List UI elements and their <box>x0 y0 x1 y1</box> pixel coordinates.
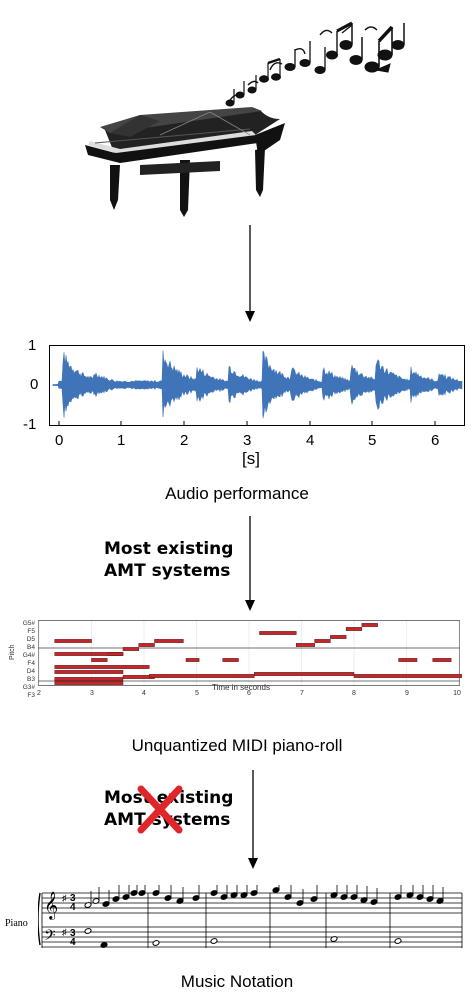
midi-note <box>254 672 355 676</box>
music-score: 𝄞 𝄢 ♯ ♯ 34 34 <box>38 885 463 948</box>
x-tick-5: 5 <box>368 432 377 449</box>
instrument-label: Piano <box>5 918 28 929</box>
y-tick-0: 0 <box>30 376 39 393</box>
note-head <box>330 936 338 942</box>
note-head <box>100 942 108 948</box>
note-head <box>394 938 402 944</box>
sharp-icon: ♯ <box>62 893 67 903</box>
note-head <box>152 940 160 946</box>
caption-music-notation: Music Notation <box>180 972 294 991</box>
brace <box>38 892 41 946</box>
svg-text:9: 9 <box>405 690 409 697</box>
midi-note <box>91 658 108 662</box>
midi-note <box>259 631 297 635</box>
piano-roll-notes <box>54 623 462 685</box>
midi-note <box>296 643 315 647</box>
caption-pianoroll: Unquantized MIDI piano-roll <box>131 736 343 755</box>
pitch-tick: G4# <box>23 652 36 659</box>
midi-note <box>398 658 418 662</box>
svg-text:3: 3 <box>70 928 76 939</box>
pitch-tick: D5 <box>27 636 36 643</box>
pitch-tick: B3 <box>27 676 35 683</box>
svg-text:10: 10 <box>453 690 461 697</box>
pitch-tick: F4 <box>27 660 35 667</box>
caption-audio-performance: Audio performance <box>165 484 309 503</box>
svg-text:2: 2 <box>37 690 41 697</box>
time-axis-label: Time in seconds <box>212 683 270 692</box>
pitch-tick: F5 <box>27 628 35 635</box>
note-most-existing-amt: Most existing AMT systems <box>104 538 233 582</box>
svg-text:3: 3 <box>70 893 76 904</box>
sharp-icon: ♯ <box>62 927 67 937</box>
y-tick-neg1: -1 <box>23 416 37 433</box>
midi-note <box>138 643 155 647</box>
pitch-tick: G3# <box>23 684 36 691</box>
bass-clef-icon: 𝄢 <box>44 927 56 947</box>
x-tick-6: 6 <box>431 432 440 449</box>
waveform-trace <box>52 350 463 419</box>
x-tick-3: 3 <box>243 432 252 449</box>
pitch-tick: B4 <box>27 644 35 651</box>
midi-note <box>54 639 92 643</box>
midi-note <box>185 658 200 662</box>
waveform-plot <box>49 345 465 426</box>
midi-note <box>54 670 124 674</box>
time-tick-labels: 2 3 4 5 6 7 8 9 10 <box>37 690 461 697</box>
midi-note <box>154 639 184 643</box>
note-line-1: Most existing <box>104 539 234 559</box>
x-tick-4: 4 <box>306 432 315 449</box>
midi-note <box>222 658 239 662</box>
time-signature: 34 34 <box>70 893 76 948</box>
pitch-axis-label: Pitch <box>9 644 16 660</box>
svg-text:3: 3 <box>90 690 94 697</box>
arrow-down-1 <box>245 225 255 322</box>
svg-text:7: 7 <box>300 690 304 697</box>
note-line-2: AMT systems <box>104 561 231 581</box>
midi-note <box>54 677 124 681</box>
midi-note <box>330 635 347 639</box>
y-tick-1: 1 <box>28 337 37 354</box>
pitch-tick: G5# <box>23 620 36 627</box>
midi-note <box>54 665 150 669</box>
midi-note <box>432 658 452 662</box>
midi-note <box>54 652 124 656</box>
music-notes-icon <box>225 21 405 107</box>
midi-note <box>345 627 363 631</box>
midi-note <box>149 674 255 678</box>
x-tick-1: 1 <box>117 432 126 449</box>
svg-text:8: 8 <box>352 690 356 697</box>
pitch-tick-labels: G5# F5 D5 B4 G4# F4 D4 B3 G3# F3 <box>23 620 36 699</box>
svg-text:6: 6 <box>247 690 251 697</box>
piano-roll: G5# F5 D5 B4 G4# F4 D4 B3 G3# F3 Pitch 2… <box>9 620 462 699</box>
svg-text:5: 5 <box>195 690 199 697</box>
barlines <box>41 893 463 948</box>
note-head <box>210 938 218 944</box>
arrow-down-3 <box>248 770 258 869</box>
note-head <box>84 928 92 934</box>
svg-text:4: 4 <box>70 902 76 913</box>
x-tick-2: 2 <box>180 432 189 449</box>
x-tick-0: 0 <box>55 432 64 449</box>
pitch-tick: D4 <box>27 668 36 675</box>
midi-note <box>54 681 124 685</box>
svg-text:4: 4 <box>142 690 146 697</box>
svg-text:4: 4 <box>70 937 76 948</box>
waveform-x-ticks <box>58 421 436 426</box>
midi-note <box>361 623 378 627</box>
arrow-down-2 <box>245 516 255 611</box>
midi-note <box>314 639 331 643</box>
score-notes <box>84 885 444 948</box>
treble-clef-icon: 𝄞 <box>44 892 58 920</box>
grand-piano-icon <box>85 107 285 217</box>
midi-note <box>353 674 462 678</box>
midi-note <box>122 647 139 651</box>
pitch-tick: F3 <box>27 692 35 699</box>
red-cross-icon <box>137 785 183 834</box>
piano-illustration <box>85 21 405 217</box>
x-axis-unit: [s] <box>242 449 260 468</box>
